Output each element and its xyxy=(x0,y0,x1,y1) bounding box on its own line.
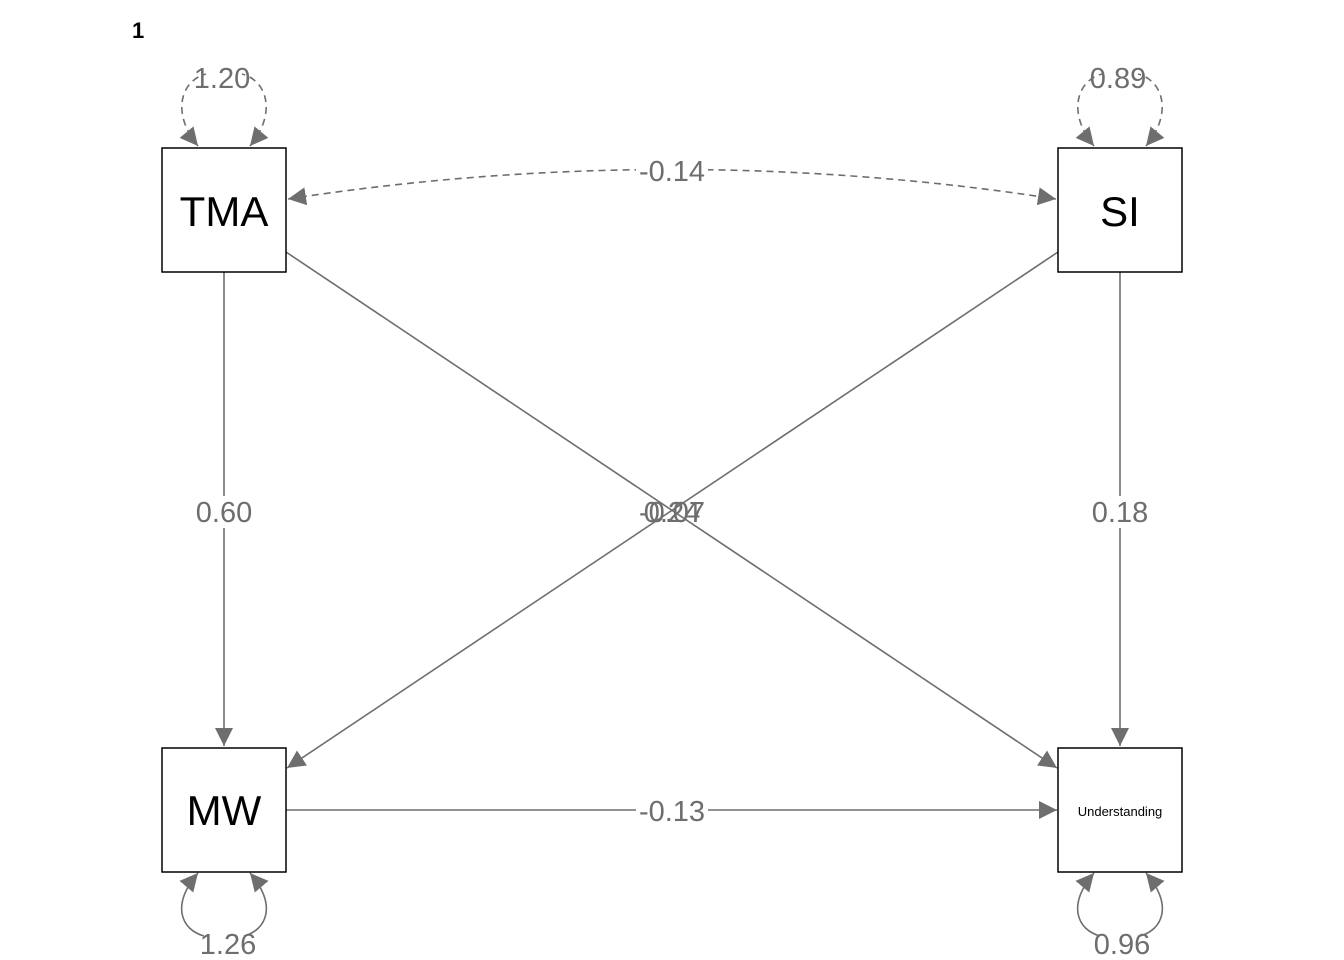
node-mw-label: MW xyxy=(187,787,262,834)
covariance-label-tma-si: -0.14 xyxy=(639,156,705,188)
variance-loop-tma-right xyxy=(241,73,269,147)
node-mw: MW xyxy=(161,747,287,873)
path-label-tma-mw: 0.60 xyxy=(196,497,252,529)
variance-label-si: 0.89 xyxy=(1090,63,1146,95)
variance-loop-mw-right xyxy=(243,872,269,937)
node-si-label: SI xyxy=(1100,188,1140,235)
panel-label: 1 xyxy=(132,18,144,43)
node-understanding: Understanding xyxy=(1057,747,1183,873)
variance-loop-si-left xyxy=(1075,73,1103,147)
node-tma: TMA xyxy=(161,147,287,273)
variance-loop-mw-left xyxy=(179,872,205,937)
path-label-mw-understanding: -0.13 xyxy=(639,796,705,828)
variance-loop-understanding-left xyxy=(1075,872,1101,937)
node-understanding-label: Understanding xyxy=(1078,804,1163,819)
node-si: SI xyxy=(1057,147,1183,273)
edge-si-to-mw xyxy=(286,251,1059,769)
variance-label-mw: 1.26 xyxy=(200,929,256,960)
variance-loop-tma-left xyxy=(179,73,207,147)
path-label-tma-understanding: -0.07 xyxy=(639,497,705,529)
variance-loop-si-right xyxy=(1137,73,1165,147)
node-tma-label: TMA xyxy=(180,188,269,235)
variance-loop-understanding-right xyxy=(1139,872,1165,937)
variance-label-tma: 1.20 xyxy=(194,63,250,95)
variance-label-understanding: 0.96 xyxy=(1094,929,1150,960)
path-label-si-understanding: 0.18 xyxy=(1092,497,1148,529)
path-label-si-mw: 0.24 xyxy=(644,497,700,529)
